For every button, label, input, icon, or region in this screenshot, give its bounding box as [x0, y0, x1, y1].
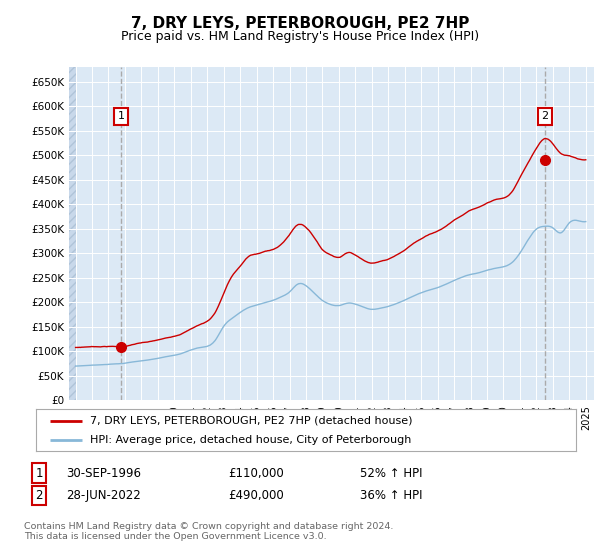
Bar [69, 67, 76, 400]
Text: £110,000: £110,000 [228, 466, 284, 480]
Text: £490,000: £490,000 [228, 489, 284, 502]
Text: Price paid vs. HM Land Registry's House Price Index (HPI): Price paid vs. HM Land Registry's House … [121, 30, 479, 43]
Text: 7, DRY LEYS, PETERBOROUGH, PE2 7HP (detached house): 7, DRY LEYS, PETERBOROUGH, PE2 7HP (deta… [90, 416, 413, 426]
Bar [69, 67, 76, 400]
Text: 2: 2 [35, 489, 43, 502]
Text: Contains HM Land Registry data © Crown copyright and database right 2024.
This d: Contains HM Land Registry data © Crown c… [24, 522, 394, 542]
Text: 2: 2 [541, 111, 548, 121]
Text: 1: 1 [118, 111, 124, 121]
Text: HPI: Average price, detached house, City of Peterborough: HPI: Average price, detached house, City… [90, 435, 412, 445]
Text: 30-SEP-1996: 30-SEP-1996 [66, 466, 141, 480]
Text: 1: 1 [35, 466, 43, 480]
Text: 28-JUN-2022: 28-JUN-2022 [66, 489, 141, 502]
Text: 7, DRY LEYS, PETERBOROUGH, PE2 7HP: 7, DRY LEYS, PETERBOROUGH, PE2 7HP [131, 16, 469, 31]
Text: 52% ↑ HPI: 52% ↑ HPI [360, 466, 422, 480]
Text: 36% ↑ HPI: 36% ↑ HPI [360, 489, 422, 502]
